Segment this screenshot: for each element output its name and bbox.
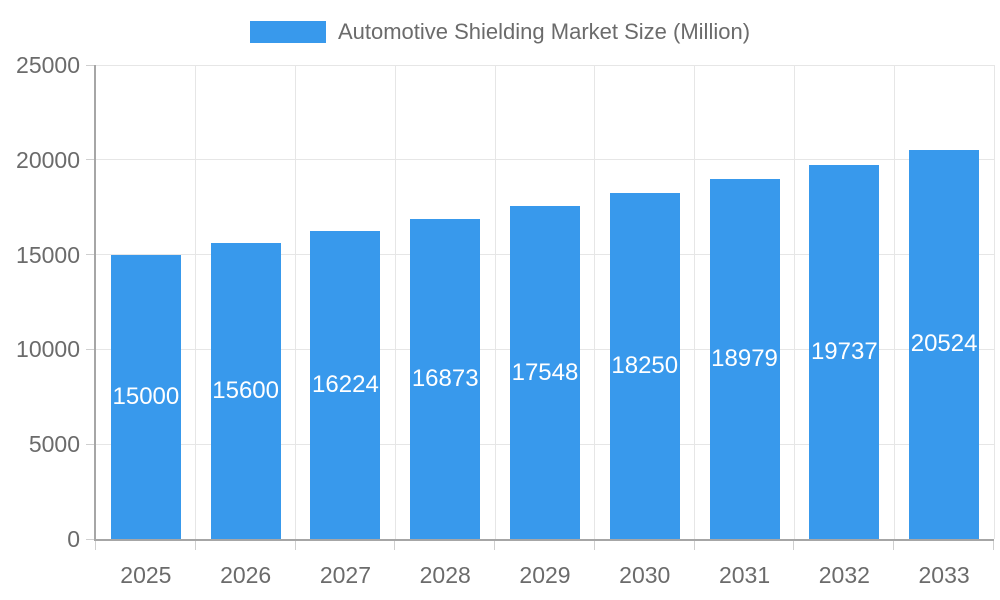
x-gridline [893,65,895,539]
y-axis-tick-label: 15000 [16,241,80,268]
bar-value-label: 19737 [810,337,878,365]
y-tick-mark [86,64,94,66]
x-axis-tick-label: 2033 [918,562,970,588]
x-gridline [694,65,696,539]
x-axis-tick-label: 2030 [619,562,671,588]
x-axis-tick-label: 2025 [120,562,172,588]
x-gridline [394,65,396,539]
legend-item[interactable]: Automotive Shielding Market Size (Millio… [249,19,751,45]
bar-2029[interactable] [510,206,580,539]
x-tick-mark [394,541,396,550]
y-tick-mark [86,159,94,161]
y-axis-tick-label: 25000 [16,52,80,78]
y-gridline [96,159,994,161]
y-axis-tick-label: 20000 [16,146,80,173]
y-tick-mark [86,443,94,445]
x-gridline [195,65,197,539]
x-tick-mark [893,541,895,550]
x-tick-mark [194,541,196,550]
chart-legend: Automotive Shielding Market Size (Millio… [0,19,1000,45]
y-axis-tick-label: 0 [67,526,80,552]
x-tick-mark [294,541,296,550]
bar-2027[interactable] [310,231,381,539]
x-tick-mark [993,541,994,550]
bar-value-label: 17548 [511,358,579,386]
x-axis-tick-label: 2027 [319,562,372,588]
bar-value-label: 16224 [312,371,379,399]
x-gridline [993,65,995,539]
x-gridline [594,65,596,539]
x-tick-mark [693,541,695,550]
legend-label: Automotive Shielding Market Size (Millio… [337,19,751,44]
bar-value-label: 18979 [711,345,778,373]
x-tick-mark [793,541,795,550]
bar-2033[interactable] [909,149,980,539]
x-axis-tick-label: 2026 [220,562,272,588]
bar-2028[interactable] [410,219,481,539]
x-axis-tick-label: 2028 [419,562,471,588]
x-axis-line [94,539,994,541]
y-tick-mark [86,538,94,540]
bar-value-label: 16873 [411,365,479,393]
y-axis-tick-label: 10000 [16,336,80,363]
legend-swatch [249,21,326,43]
y-tick-mark [86,348,94,350]
x-tick-mark [593,541,595,550]
x-tick-mark [494,541,496,550]
bar-value-label: 15000 [112,382,180,410]
x-gridline [295,65,297,539]
x-gridline [793,65,795,539]
y-axis-line [94,65,96,541]
y-gridline [96,64,994,66]
bar-value-label: 18250 [611,351,679,379]
x-axis-tick-label: 2029 [519,562,571,588]
bar-2026[interactable] [210,243,281,539]
x-axis-tick-label: 2032 [818,562,870,588]
bar-2025[interactable] [110,254,181,539]
y-axis-tick-label: 5000 [28,431,80,458]
bar-2030[interactable] [609,192,680,539]
x-tick-mark [95,541,96,550]
bar-2031[interactable] [709,179,780,539]
bar-value-label: 15600 [212,377,280,405]
x-axis-tick-label: 2031 [718,562,771,588]
y-tick-mark [86,254,94,256]
x-gridline [494,65,496,539]
bar-2032[interactable] [809,164,880,539]
bar-value-label: 20524 [910,330,978,358]
